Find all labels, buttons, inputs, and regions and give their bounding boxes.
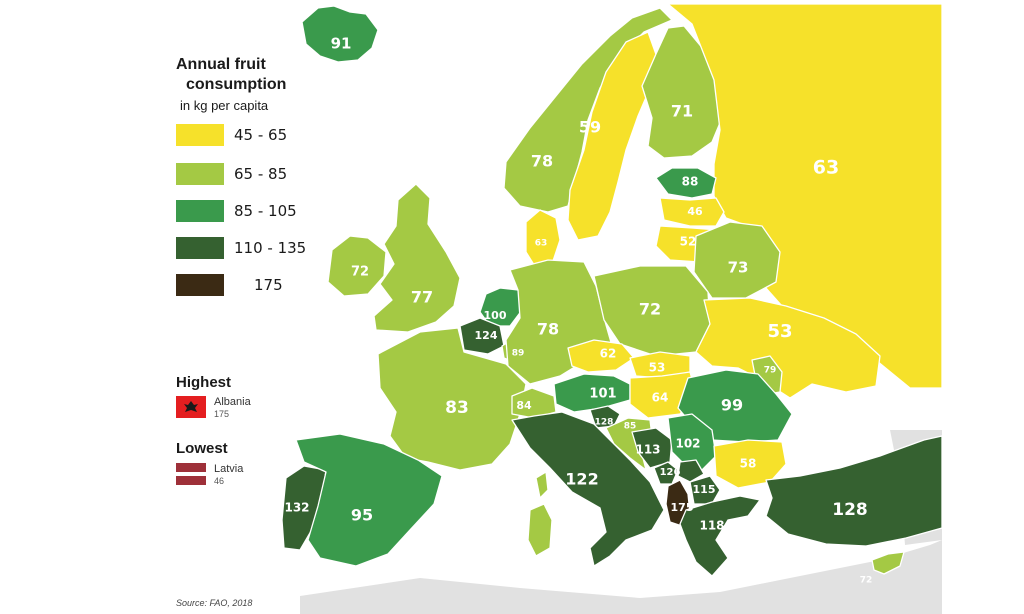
lowest-country: Latvia	[214, 463, 244, 475]
lowest-value: 46	[214, 476, 225, 486]
land-outside-south	[300, 540, 942, 614]
legend-label-85-105: 85 - 105	[234, 202, 297, 220]
value-label-latvia: 46	[687, 205, 703, 218]
value-label-estonia: 88	[682, 175, 699, 189]
value-label-norway: 78	[531, 152, 553, 171]
value-label-kosovo: 126	[660, 467, 681, 478]
country-bulgaria	[713, 439, 787, 489]
country-montenegro	[653, 461, 679, 485]
value-label-slovenia: 128	[595, 418, 614, 428]
country-kosovo	[677, 459, 705, 483]
legend-label-175: 175	[254, 276, 283, 294]
value-label-bosnia: 113	[635, 443, 660, 457]
value-label-albania: 175	[671, 501, 694, 514]
country-turkey	[765, 435, 943, 547]
value-label-spain: 95	[351, 506, 373, 525]
value-label-croatia: 85	[624, 422, 637, 432]
country-iceland	[301, 5, 379, 63]
value-label-greece: 118	[699, 519, 724, 533]
country-ukraine	[695, 297, 881, 399]
value-label-austria: 101	[589, 387, 616, 402]
value-label-hungary: 64	[652, 391, 669, 405]
latvia-flag-icon	[176, 463, 206, 485]
country-sardinia	[527, 503, 553, 557]
value-label-denmark: 63	[535, 239, 548, 249]
legend-title-line2: consumption	[186, 76, 287, 93]
country-spain	[295, 433, 443, 567]
country-netherlands	[479, 287, 523, 327]
value-label-russia: 63	[813, 157, 839, 179]
value-label-iceland: 91	[331, 35, 352, 53]
legend-swatch-110-135	[176, 237, 224, 259]
legend-label-65-85: 65 - 85	[234, 165, 288, 183]
value-label-czechia: 62	[600, 347, 617, 361]
country-italy	[511, 411, 665, 567]
legend-swatch-45-65	[176, 124, 224, 146]
value-label-romania: 99	[721, 396, 743, 415]
value-label-portugal: 132	[284, 501, 309, 515]
value-label-france: 83	[445, 398, 469, 418]
legend-subtitle: in kg per capita	[180, 98, 269, 113]
value-label-sweden: 59	[579, 118, 601, 137]
value-label-ireland: 72	[351, 265, 369, 280]
country-corsica	[535, 471, 549, 499]
value-label-netherlands: 100	[484, 309, 507, 322]
value-label-ukraine: 53	[767, 321, 792, 342]
value-label-serbia: 102	[675, 437, 700, 451]
albania-flag-icon	[176, 396, 206, 418]
source-note: Source: FAO, 2018	[176, 598, 253, 608]
value-label-turkey: 128	[832, 500, 868, 520]
value-label-poland: 72	[639, 300, 661, 319]
value-label-italy: 122	[565, 470, 598, 489]
country-north-macedonia	[689, 475, 721, 505]
legend-label-45-65: 45 - 65	[234, 126, 288, 144]
country-switzerland	[511, 387, 557, 419]
country-ireland	[327, 235, 387, 297]
lowest-heading: Lowest	[176, 440, 228, 457]
value-label-luxembourg: 89	[512, 349, 525, 359]
country-denmark	[525, 209, 561, 269]
legend-label-110-135: 110 - 135	[234, 239, 307, 257]
value-label-belarus: 73	[728, 259, 749, 277]
legend-swatch-85-105	[176, 200, 224, 222]
value-label-belgium: 124	[475, 329, 498, 342]
value-label-cyprus: 72	[860, 576, 873, 586]
country-estonia	[655, 167, 717, 199]
country-uk	[373, 183, 461, 333]
legend-swatch-65-85	[176, 163, 224, 185]
value-label-north-macedonia: 115	[693, 483, 716, 496]
country-bosnia	[631, 427, 673, 469]
country-cyprus	[871, 551, 905, 575]
value-label-lithuania: 52	[680, 235, 697, 249]
country-latvia	[659, 197, 725, 227]
legend-swatch-175	[176, 274, 224, 296]
highest-heading: Highest	[176, 374, 232, 391]
highest-country: Albania	[214, 396, 251, 408]
value-label-germany: 78	[537, 320, 559, 339]
highest-value: 175	[214, 409, 230, 419]
value-label-switzerland: 84	[516, 399, 532, 412]
country-france	[377, 327, 527, 471]
country-czechia	[567, 339, 635, 373]
value-label-moldova: 79	[764, 366, 777, 376]
country-greece	[679, 495, 761, 577]
value-label-finland: 71	[671, 102, 693, 121]
country-sweden	[567, 31, 659, 241]
value-label-bulgaria: 58	[740, 457, 757, 471]
legend-title-line1: Annual fruit	[176, 56, 266, 73]
country-serbia	[667, 413, 717, 471]
value-label-uk: 77	[411, 288, 433, 307]
value-label-slovakia: 53	[649, 361, 666, 375]
country-belarus	[693, 221, 781, 299]
